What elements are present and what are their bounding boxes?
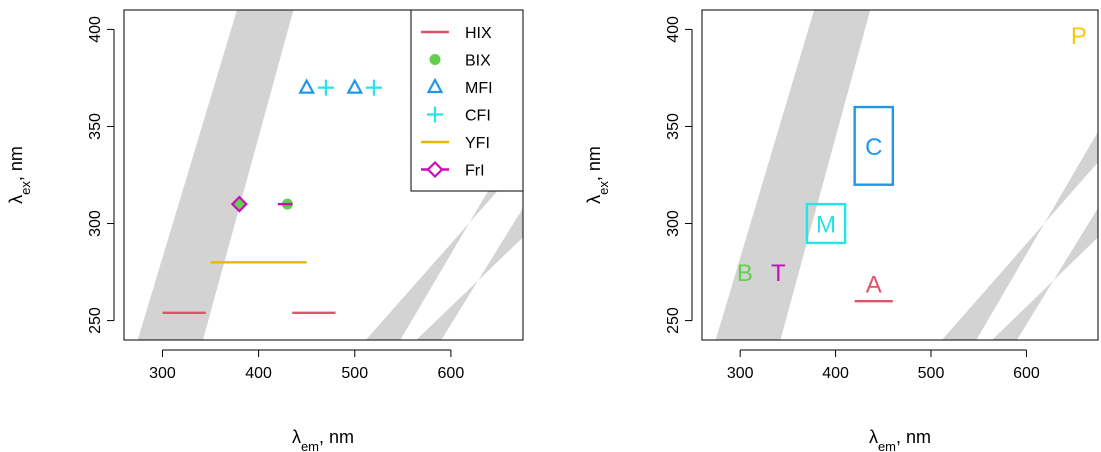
data-marks [162, 78, 382, 315]
legend-label: FrI [465, 163, 485, 180]
scatter-band [416, 207, 523, 340]
y-tick-label: 350 [87, 113, 104, 140]
scatter-bands [137, 10, 523, 340]
x-tick-label: 400 [245, 365, 272, 382]
x-axis-label: λem, nm [869, 427, 931, 452]
y-axis-label: λex, nm [6, 146, 33, 204]
x-tick-label: 300 [727, 365, 754, 382]
legend-plus-swatch [427, 106, 443, 123]
peak-label: C [865, 134, 882, 161]
scatter-band [992, 207, 1098, 340]
x-tick-label: 500 [918, 365, 945, 382]
y-tick-label: 300 [87, 210, 104, 237]
x-tick-label: 400 [822, 365, 849, 382]
y-tick-label: 350 [665, 113, 682, 140]
peak-label: P [1071, 23, 1087, 50]
axes: 300 400 500 600 250 300 350 400 [665, 16, 1040, 382]
peak-label: M [816, 212, 836, 239]
fri-point [230, 195, 248, 213]
left-panel: 300 400 500 600 250 300 350 400 HIX BIX MFI CFI YFI… [6, 9, 524, 452]
x-axis-label: λem, nm [292, 427, 354, 452]
legend-label: YFI [465, 135, 490, 152]
mfi-point [346, 78, 364, 94]
peak-label: B [737, 260, 753, 287]
legend-label: MFI [465, 80, 493, 97]
legend-box [410, 9, 524, 192]
y-tick-label: 250 [665, 307, 682, 334]
legend-label: CFI [465, 108, 491, 125]
x-tick-label: 600 [1013, 365, 1040, 382]
x-tick-label: 300 [149, 365, 176, 382]
legend-label: HIX [465, 25, 492, 42]
peak-label: T [771, 260, 786, 287]
plot-frame [701, 9, 1099, 341]
scatter-bands [715, 10, 1098, 340]
y-axis-label: λex, nm [584, 146, 611, 204]
legend: HIX BIX MFI CFI YFI FrI [410, 9, 524, 192]
legend-diamond-swatch [426, 160, 444, 179]
x-tick-label: 500 [341, 365, 368, 382]
scatter-band [154, 10, 294, 340]
y-tick-label: 250 [87, 307, 104, 334]
legend-triangle-swatch [426, 77, 444, 94]
axes: 300 400 500 600 250 300 350 400 [87, 16, 464, 382]
peak-box [853, 105, 895, 186]
y-tick-label: 400 [665, 16, 682, 43]
peak-marks: B T A M C P [737, 23, 1087, 303]
cfi-point [365, 79, 382, 96]
x-tick-label: 600 [438, 365, 465, 382]
scatter-band [732, 10, 871, 340]
mfi-point [298, 78, 316, 94]
legend-circle-swatch [429, 54, 441, 65]
legend-label: BIX [465, 53, 491, 70]
y-tick-label: 300 [665, 210, 682, 237]
peak-label: A [866, 272, 882, 299]
y-tick-label: 400 [87, 16, 104, 43]
cfi-point [317, 79, 334, 96]
peak-box [805, 202, 847, 245]
